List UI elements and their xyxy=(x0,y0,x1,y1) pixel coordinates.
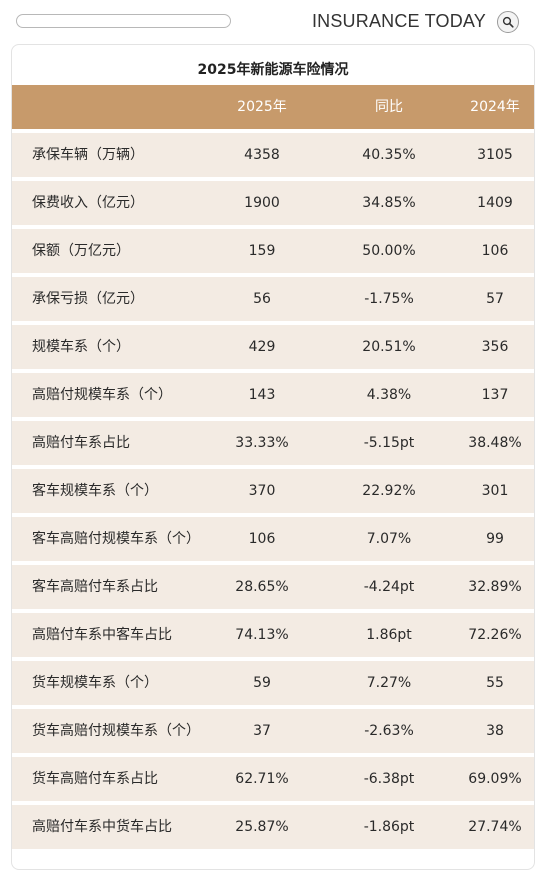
cell-2025: 1900 xyxy=(244,195,280,211)
column-header-2025: 2025年 xyxy=(237,99,287,115)
cell-2024: 1409 xyxy=(477,195,513,211)
row-label: 高赔付车系占比 xyxy=(32,435,130,451)
table-row: 客车高赔付规模车系（个） 106 7.07% 99 xyxy=(12,517,534,561)
table-row: 高赔付规模车系（个） 143 4.38% 137 xyxy=(12,373,534,417)
cell-2024: 72.26% xyxy=(468,627,522,643)
row-label: 保费收入（亿元） xyxy=(32,195,144,211)
search-icon xyxy=(502,16,514,28)
cell-yoy: 22.92% xyxy=(362,483,416,499)
cell-yoy: -6.38pt xyxy=(363,771,415,787)
table-row: 客车规模车系（个） 370 22.92% 301 xyxy=(12,469,534,513)
cell-2025: 143 xyxy=(248,387,276,403)
column-header-2024: 2024年 xyxy=(470,99,520,115)
top-bar: INSURANCE TODAY xyxy=(0,0,550,44)
table-row: 保费收入（亿元） 1900 34.85% 1409 xyxy=(12,181,534,225)
row-label: 高赔付车系中货车占比 xyxy=(32,819,172,835)
column-header-label xyxy=(32,85,227,129)
table-row: 高赔付车系中客车占比 74.13% 1.86pt 72.26% xyxy=(12,613,534,657)
cell-2025: 62.71% xyxy=(235,771,289,787)
row-label: 货车规模车系（个） xyxy=(32,675,158,691)
row-label: 承保车辆（万辆） xyxy=(32,147,144,163)
table-card: 2025年新能源车险情况 2025年 同比 2024年 承保车辆（万辆） 4358… xyxy=(11,44,535,870)
cell-2025: 28.65% xyxy=(235,579,289,595)
cell-2024: 55 xyxy=(486,675,504,691)
cell-2025: 37 xyxy=(253,723,271,739)
cell-yoy: 34.85% xyxy=(362,195,416,211)
table-row: 客车高赔付车系占比 28.65% -4.24pt 32.89% xyxy=(12,565,534,609)
row-label: 规模车系（个） xyxy=(32,339,130,355)
table-title: 2025年新能源车险情况 xyxy=(197,62,349,78)
cell-2024: 38.48% xyxy=(468,435,522,451)
cell-2024: 32.89% xyxy=(468,579,522,595)
cell-yoy: -1.86pt xyxy=(363,819,415,835)
table-row: 规模车系（个） 429 20.51% 356 xyxy=(12,325,534,369)
cell-yoy: 40.35% xyxy=(362,147,416,163)
row-label: 客车规模车系（个） xyxy=(32,483,158,499)
row-label: 保额（万亿元） xyxy=(32,243,130,259)
brand-title: INSURANCE TODAY xyxy=(311,11,486,31)
row-label: 货车高赔付规模车系（个） xyxy=(32,723,200,739)
row-label: 承保亏损（亿元） xyxy=(32,291,144,307)
search-button[interactable] xyxy=(497,11,519,33)
cell-yoy: 50.00% xyxy=(362,243,416,259)
table-header: 2025年 同比 2024年 xyxy=(12,85,534,129)
cell-yoy: -2.63% xyxy=(364,723,414,739)
cell-2025: 25.87% xyxy=(235,819,289,835)
cell-yoy: -4.24pt xyxy=(363,579,415,595)
cell-yoy: 1.86pt xyxy=(366,627,412,643)
cell-2024: 106 xyxy=(481,243,509,259)
cell-yoy: -1.75% xyxy=(364,291,414,307)
cell-2024: 99 xyxy=(486,531,504,547)
cell-2024: 69.09% xyxy=(468,771,522,787)
table-row: 高赔付车系中货车占比 25.87% -1.86pt 27.74% xyxy=(12,805,534,849)
search-input[interactable] xyxy=(16,14,231,28)
cell-2024: 27.74% xyxy=(468,819,522,835)
cell-2025: 4358 xyxy=(244,147,280,163)
cell-yoy: 7.27% xyxy=(366,675,412,691)
cell-2025: 74.13% xyxy=(235,627,289,643)
cell-yoy: 4.38% xyxy=(366,387,412,403)
cell-2025: 56 xyxy=(253,291,271,307)
cell-2024: 38 xyxy=(486,723,504,739)
table-row: 保额（万亿元） 159 50.00% 106 xyxy=(12,229,534,273)
cell-2024: 137 xyxy=(481,387,509,403)
column-header-yoy: 同比 xyxy=(375,99,403,115)
cell-2024: 57 xyxy=(486,291,504,307)
cell-yoy: 20.51% xyxy=(362,339,416,355)
cell-2025: 59 xyxy=(253,675,271,691)
row-label: 货车高赔付车系占比 xyxy=(32,771,158,787)
cell-2025: 159 xyxy=(248,243,276,259)
cell-yoy: 7.07% xyxy=(366,531,412,547)
cell-2024: 3105 xyxy=(477,147,513,163)
cell-2025: 429 xyxy=(248,339,276,355)
table-row: 货车高赔付规模车系（个） 37 -2.63% 38 xyxy=(12,709,534,753)
cell-2025: 33.33% xyxy=(235,435,289,451)
cell-2025: 370 xyxy=(248,483,276,499)
table-row: 货车规模车系（个） 59 7.27% 55 xyxy=(12,661,534,705)
row-label: 高赔付车系中客车占比 xyxy=(32,627,172,643)
row-label: 客车高赔付规模车系（个） xyxy=(32,531,200,547)
cell-2024: 356 xyxy=(481,339,509,355)
table-row: 高赔付车系占比 33.33% -5.15pt 38.48% xyxy=(12,421,534,465)
table-row: 货车高赔付车系占比 62.71% -6.38pt 69.09% xyxy=(12,757,534,801)
cell-2024: 301 xyxy=(481,483,509,499)
row-label: 客车高赔付车系占比 xyxy=(32,579,158,595)
table-row: 承保车辆（万辆） 4358 40.35% 3105 xyxy=(12,133,534,177)
cell-2025: 106 xyxy=(248,531,276,547)
cell-yoy: -5.15pt xyxy=(363,435,415,451)
table-row: 承保亏损（亿元） 56 -1.75% 57 xyxy=(12,277,534,321)
row-label: 高赔付规模车系（个） xyxy=(32,387,172,403)
